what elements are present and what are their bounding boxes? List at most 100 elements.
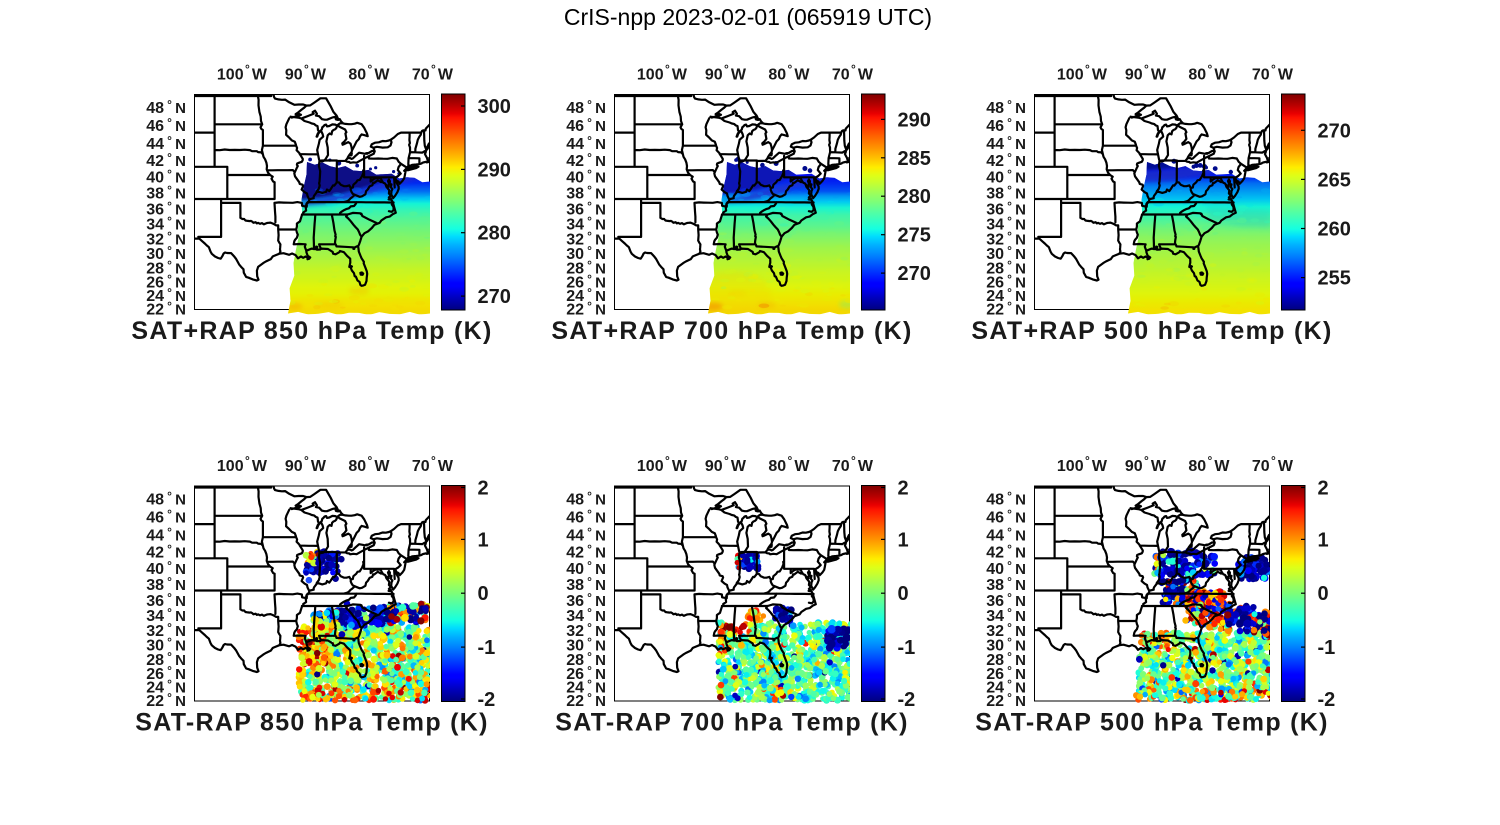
svg-text:°: ° xyxy=(587,167,592,181)
svg-text:°: ° xyxy=(1007,691,1012,705)
svg-text:34: 34 xyxy=(566,217,584,234)
svg-text:32: 32 xyxy=(986,231,1004,248)
svg-text:°: ° xyxy=(1007,575,1012,589)
svg-text:W: W xyxy=(1214,458,1230,475)
svg-text:24: 24 xyxy=(146,288,164,305)
svg-text:°: ° xyxy=(587,299,592,313)
svg-text:255: 255 xyxy=(1318,268,1351,290)
svg-text:N: N xyxy=(1015,623,1026,640)
svg-text:SAT+RAP 850 hPa Temp (K): SAT+RAP 850 hPa Temp (K) xyxy=(131,317,492,345)
svg-text:46: 46 xyxy=(146,510,164,527)
svg-text:28: 28 xyxy=(566,652,584,669)
svg-text:46: 46 xyxy=(986,118,1004,135)
svg-text:°: ° xyxy=(1007,525,1012,539)
svg-text:40: 40 xyxy=(566,561,584,578)
svg-text:°: ° xyxy=(1007,299,1012,313)
svg-text:N: N xyxy=(175,638,186,655)
svg-text:°: ° xyxy=(304,454,309,468)
svg-text:N: N xyxy=(175,652,186,669)
svg-text:42: 42 xyxy=(146,153,164,170)
svg-text:42: 42 xyxy=(986,153,1004,170)
svg-text:100: 100 xyxy=(1057,67,1084,84)
svg-text:°: ° xyxy=(1007,635,1012,649)
svg-text:°: ° xyxy=(587,525,592,539)
svg-text:0: 0 xyxy=(1318,583,1329,605)
svg-text:°: ° xyxy=(587,575,592,589)
svg-text:°: ° xyxy=(587,258,592,272)
svg-text:SAT-RAP 700 hPa Temp (K): SAT-RAP 700 hPa Temp (K) xyxy=(555,709,909,737)
svg-text:N: N xyxy=(175,186,186,203)
svg-text:°: ° xyxy=(167,199,172,213)
svg-text:°: ° xyxy=(167,116,172,130)
svg-text:42: 42 xyxy=(146,545,164,562)
svg-text:38: 38 xyxy=(146,186,164,203)
svg-text:280: 280 xyxy=(478,223,511,245)
svg-text:N: N xyxy=(595,491,606,508)
svg-text:N: N xyxy=(595,638,606,655)
svg-text:N: N xyxy=(595,246,606,263)
svg-text:°: ° xyxy=(1007,590,1012,604)
svg-text:-1: -1 xyxy=(898,637,916,659)
svg-text:80: 80 xyxy=(768,67,786,84)
svg-text:N: N xyxy=(1015,561,1026,578)
svg-text:°: ° xyxy=(167,299,172,313)
svg-text:N: N xyxy=(1015,153,1026,170)
svg-text:N: N xyxy=(1015,231,1026,248)
svg-text:36: 36 xyxy=(566,593,584,610)
svg-text:N: N xyxy=(175,260,186,277)
svg-text:W: W xyxy=(252,458,268,475)
svg-text:N: N xyxy=(1015,100,1026,117)
svg-text:44: 44 xyxy=(986,527,1004,544)
svg-text:40: 40 xyxy=(566,170,584,187)
svg-text:°: ° xyxy=(167,183,172,197)
svg-text:46: 46 xyxy=(986,510,1004,527)
svg-text:28: 28 xyxy=(146,652,164,669)
svg-text:N: N xyxy=(595,302,606,319)
svg-text:°: ° xyxy=(167,590,172,604)
svg-text:°: ° xyxy=(1007,606,1012,620)
svg-text:46: 46 xyxy=(566,118,584,135)
svg-text:0: 0 xyxy=(478,583,489,605)
svg-text:°: ° xyxy=(167,286,172,300)
svg-text:90: 90 xyxy=(705,67,723,84)
svg-text:48: 48 xyxy=(986,491,1004,508)
svg-text:0: 0 xyxy=(898,583,909,605)
svg-text:90: 90 xyxy=(705,458,723,475)
svg-text:46: 46 xyxy=(146,118,164,135)
svg-text:100: 100 xyxy=(637,67,664,84)
svg-text:N: N xyxy=(595,577,606,594)
svg-text:°: ° xyxy=(587,606,592,620)
svg-text:80: 80 xyxy=(348,458,366,475)
svg-text:N: N xyxy=(1015,136,1026,153)
svg-text:N: N xyxy=(175,246,186,263)
svg-text:40: 40 xyxy=(146,170,164,187)
svg-text:N: N xyxy=(175,118,186,135)
svg-text:°: ° xyxy=(167,214,172,228)
svg-text:°: ° xyxy=(587,649,592,663)
svg-text:°: ° xyxy=(665,454,670,468)
svg-text:40: 40 xyxy=(146,561,164,578)
svg-text:100: 100 xyxy=(637,458,664,475)
svg-text:°: ° xyxy=(665,62,670,76)
svg-text:W: W xyxy=(438,67,454,84)
svg-text:N: N xyxy=(595,666,606,683)
svg-text:-2: -2 xyxy=(1318,689,1336,711)
svg-text:24: 24 xyxy=(986,288,1004,305)
svg-text:30: 30 xyxy=(146,638,164,655)
svg-text:70: 70 xyxy=(1252,67,1270,84)
svg-text:38: 38 xyxy=(566,186,584,203)
svg-text:N: N xyxy=(175,288,186,305)
svg-text:°: ° xyxy=(587,507,592,521)
svg-text:N: N xyxy=(1015,274,1026,291)
svg-text:°: ° xyxy=(851,62,856,76)
svg-text:°: ° xyxy=(1007,663,1012,677)
svg-text:22: 22 xyxy=(566,693,584,710)
svg-text:W: W xyxy=(858,458,874,475)
svg-text:-2: -2 xyxy=(478,689,496,711)
svg-text:270: 270 xyxy=(1318,120,1351,142)
svg-text:°: ° xyxy=(167,229,172,243)
svg-text:°: ° xyxy=(1085,62,1090,76)
svg-text:SAT+RAP 500 hPa Temp (K): SAT+RAP 500 hPa Temp (K) xyxy=(971,317,1332,345)
svg-text:N: N xyxy=(595,545,606,562)
svg-text:40: 40 xyxy=(986,170,1004,187)
